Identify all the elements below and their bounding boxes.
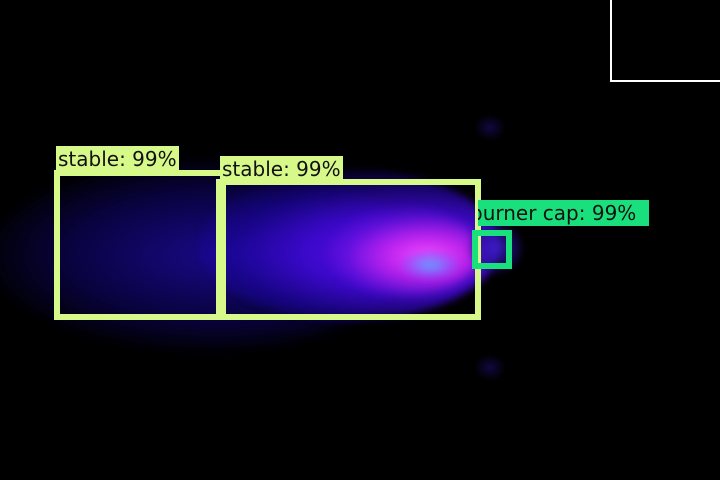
corner-outline-box — [610, 0, 720, 82]
stable-bounding-box-2 — [216, 179, 481, 320]
flame-glow-tip — [400, 250, 460, 280]
burner-glow-bottom — [475, 355, 505, 380]
burner-cap-label: burner cap: 99% — [478, 200, 649, 226]
stable-label-2: stable: 99% — [220, 156, 343, 182]
burner-cap-bounding-box — [472, 230, 512, 269]
burner-glow-top — [475, 115, 505, 140]
stable-label-1: stable: 99% — [56, 146, 179, 172]
stable-bounding-box-1 — [54, 170, 226, 320]
flame-glow-core — [330, 210, 480, 295]
